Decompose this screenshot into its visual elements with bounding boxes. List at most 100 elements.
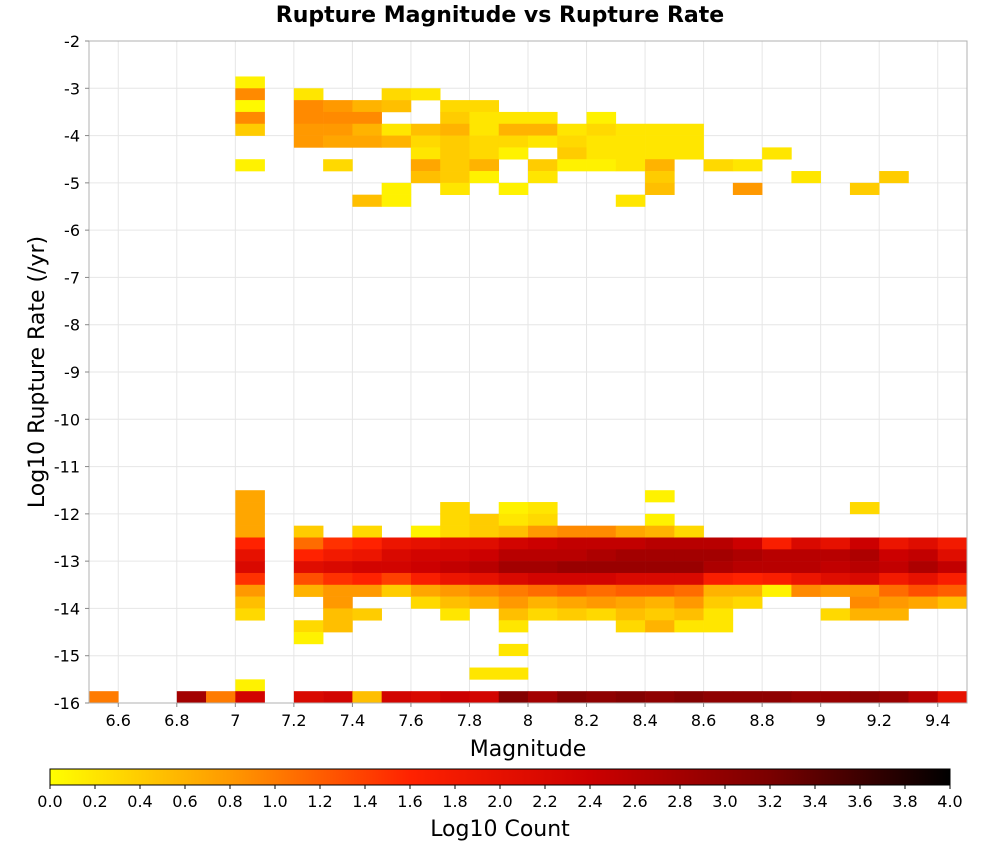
heatmap-cell <box>586 572 617 586</box>
heatmap-cell <box>498 537 529 550</box>
heatmap-cell <box>323 123 353 136</box>
heatmap-cell <box>937 596 968 609</box>
heatmap-cell <box>293 88 324 101</box>
colorbar-tick-label: 0.4 <box>127 792 152 811</box>
heatmap-cell <box>586 111 617 125</box>
heatmap-cell <box>323 100 353 113</box>
heatmap-cell <box>498 549 529 562</box>
heatmap-cell <box>849 596 880 609</box>
heatmap-cell <box>293 123 324 136</box>
heatmap-cell <box>586 147 617 160</box>
x-axis-ticks: 6.6 6.8 7 7.2 7.4 7.6 7.8 8 8.2 8.4 8.6 8.8 9 9.2 9.4 <box>106 703 950 730</box>
heatmap-cell <box>791 561 821 574</box>
heatmap-cell <box>410 537 441 550</box>
heatmap-cell <box>410 123 441 136</box>
heatmap-cell <box>323 561 353 574</box>
heatmap-cell <box>849 608 880 621</box>
heatmap-cell <box>381 584 412 597</box>
heatmap-cell <box>557 159 587 172</box>
heatmap-cell <box>557 123 587 136</box>
x-tick-label: 8.4 <box>632 711 657 730</box>
heatmap-cell <box>762 572 792 586</box>
heatmap-cell <box>440 147 470 160</box>
heatmap-cell <box>498 596 529 609</box>
heatmap-cell <box>528 123 558 136</box>
heatmap-cell <box>528 502 558 515</box>
heatmap-cell <box>293 561 324 574</box>
heatmap-cell <box>674 620 704 633</box>
heatmap-cell <box>498 135 529 148</box>
heatmap-cell <box>645 584 675 597</box>
y-tick-label: -7 <box>64 268 80 287</box>
heatmap-cell <box>498 620 529 633</box>
heatmap-cell <box>235 561 265 574</box>
heatmap-cell <box>469 667 500 680</box>
x-tick-label: 7 <box>230 711 240 730</box>
heatmap-cell <box>235 537 265 550</box>
heatmap-cell <box>440 572 470 586</box>
heatmap-cell <box>645 596 675 609</box>
colorbar-tick-label: 0.6 <box>172 792 197 811</box>
heatmap-cell <box>645 620 675 633</box>
heatmap-cell <box>440 525 470 538</box>
heatmap-cell <box>469 159 500 172</box>
heatmap-cell <box>674 123 704 136</box>
heatmap-cell <box>615 561 646 574</box>
heatmap-cell <box>235 679 265 692</box>
heatmap-cell <box>937 584 968 597</box>
y-tick-label: -11 <box>54 458 80 477</box>
heatmap-cell <box>557 596 587 609</box>
heatmap-cell <box>440 549 470 562</box>
heatmap-cell <box>381 123 412 136</box>
heatmap-cell <box>381 572 412 586</box>
heatmap-cell <box>937 561 968 574</box>
heatmap-cell <box>410 171 441 184</box>
heatmap-cell <box>293 620 324 633</box>
heatmap-cell <box>469 596 500 609</box>
heatmap-cell <box>879 584 909 597</box>
y-tick-label: -2 <box>64 32 80 51</box>
heatmap-cell <box>352 691 382 704</box>
heatmap-cell <box>674 561 704 574</box>
x-tick-label: 7.2 <box>281 711 306 730</box>
heatmap-cell <box>323 620 353 633</box>
heatmap-cell <box>498 584 529 597</box>
x-tick-label: 6.8 <box>164 711 189 730</box>
heatmap-cell <box>732 691 763 704</box>
colorbar-ticks: 0.0 0.2 0.4 0.6 0.8 1.0 1.2 1.4 1.6 1.8 2.0 2.2 2.4 2… <box>37 785 963 811</box>
heatmap-cell <box>498 525 529 538</box>
heatmap-cell <box>440 561 470 574</box>
heatmap-cell <box>469 147 500 160</box>
heatmap-cell <box>235 608 265 621</box>
heatmap-cell <box>937 549 968 562</box>
heatmap-cell <box>732 182 763 195</box>
heatmap-cell <box>498 147 529 160</box>
heatmap-cell <box>937 537 968 550</box>
heatmap-cell <box>235 502 265 515</box>
heatmap-cell <box>469 525 500 538</box>
heatmap-cell <box>528 549 558 562</box>
heatmap-cell <box>645 171 675 184</box>
heatmap-cell <box>791 691 821 704</box>
colorbar-tick-label: 1.4 <box>352 792 377 811</box>
heatmap-cell <box>586 159 617 172</box>
heatmap-cell <box>762 691 792 704</box>
heatmap-cell <box>381 182 412 195</box>
heatmap-cell <box>469 549 500 562</box>
heatmap-cell <box>703 159 734 172</box>
y-axis-ticks: -2 -3 -4 -5 -6 -7 -8 -9 -10 -11 -12 -13 -14 -15 -16 <box>54 32 89 713</box>
heatmap-cell <box>235 596 265 609</box>
heatmap-cell <box>879 537 909 550</box>
heatmap-cell <box>879 549 909 562</box>
heatmap-cell <box>440 182 470 195</box>
heatmap-cell <box>469 111 500 125</box>
x-tick-label: 8.8 <box>749 711 774 730</box>
x-tick-label: 7.6 <box>398 711 423 730</box>
heatmap-cell <box>528 596 558 609</box>
heatmap-cell <box>293 100 324 113</box>
heatmap-cell <box>674 691 704 704</box>
heatmap-cell <box>498 572 529 586</box>
heatmap-cell <box>732 584 763 597</box>
heatmap-cell <box>528 513 558 526</box>
heatmap-cell <box>528 135 558 148</box>
